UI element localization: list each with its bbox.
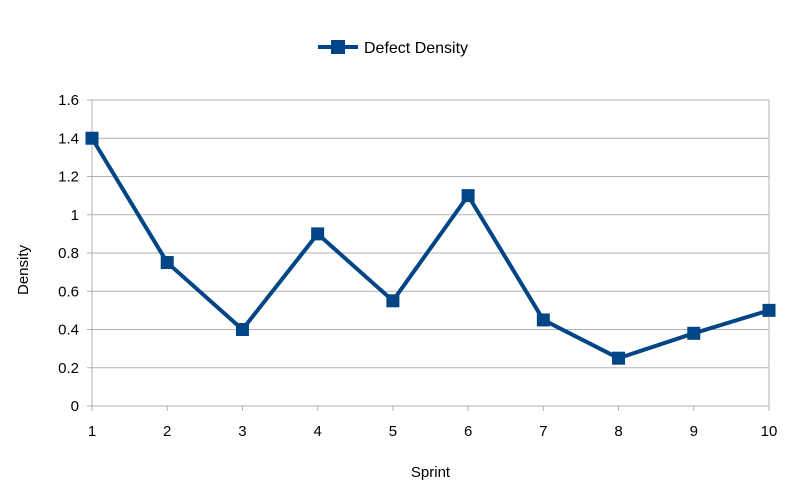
data-point-marker [235,323,249,336]
data-point-marker [311,227,325,241]
x-tick-label: 10 [761,423,778,440]
y-tick-label: 0.6 [58,283,79,300]
data-point-marker [160,256,174,270]
x-tick-label: 1 [88,423,96,440]
legend-marker-swatch [331,40,345,54]
gridlines [92,99,769,369]
data-point-marker [687,326,701,340]
x-tick-label: 6 [464,423,472,440]
tick-labels: 0 0.2 0.4 0.6 0.8 1 1.2 1.4 1.6 1 2 3 4 5 6 7 8 9 10 [58,92,777,440]
y-tick-label: 1.2 [58,169,79,186]
y-tick-label: 1 [71,207,79,224]
data-point-marker [386,294,400,308]
x-tick-label: 5 [389,423,397,440]
y-tick-label: 0 [71,398,79,415]
x-axis-title: Sprint [411,464,451,481]
data-point-marker [461,189,475,203]
y-tick-label: 0.2 [58,360,79,377]
series-line [90,137,770,361]
data-point-marker [762,303,776,317]
x-tick-label: 2 [163,423,171,440]
data-point-marker [536,313,550,327]
y-axis-title: Density [15,244,32,295]
x-tick-label: 8 [614,423,622,440]
y-tick-label: 0.4 [58,322,79,339]
data-point-marker [85,131,99,145]
y-tick-label: 1.6 [58,92,79,109]
x-tick-label: 3 [238,423,246,440]
legend-label: Defect Density [364,40,468,57]
legend: Defect Density [318,40,468,57]
x-tick-label: 7 [539,423,547,440]
y-tick-label: 1.4 [58,130,79,147]
data-point-marker [612,351,626,365]
y-tick-label: 0.8 [58,245,79,262]
x-tick-label: 4 [313,423,321,440]
axes [87,99,770,411]
series-layer [85,131,776,365]
x-tick-label: 9 [690,423,698,440]
